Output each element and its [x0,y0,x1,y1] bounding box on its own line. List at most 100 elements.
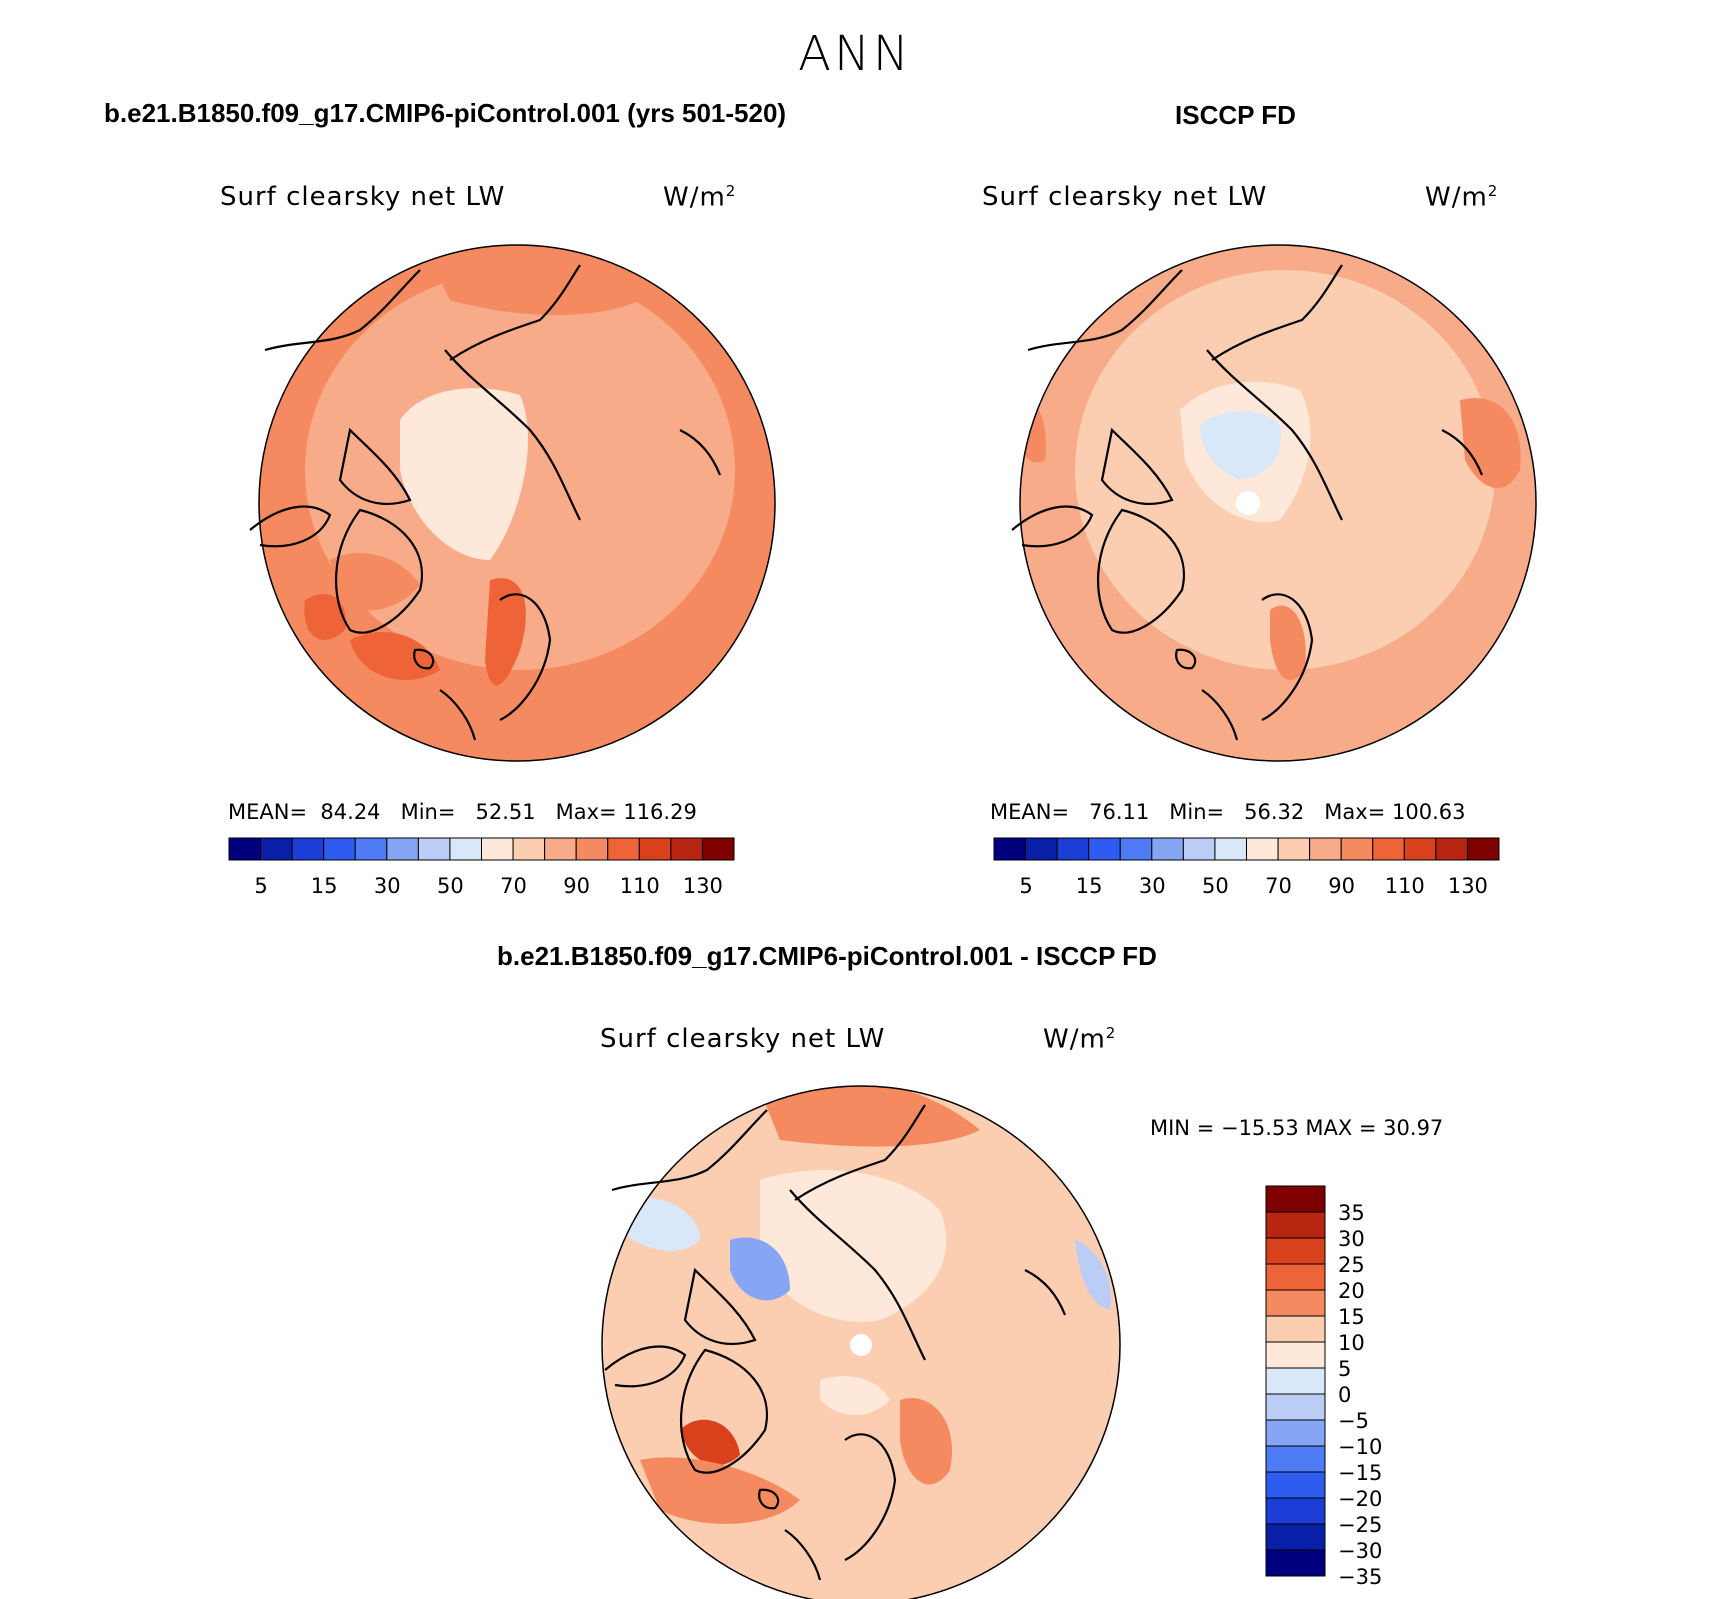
colorbar-swatch [323,837,356,861]
colorbar-tick-label: −5 [1338,1409,1369,1433]
colorbar-swatch [417,837,451,861]
panel-obs-stats: MEAN= 76.11 Min= 56.32 Max= 100.63 [990,800,1466,824]
coastlines-diff [604,1104,1067,1581]
colorbar-swatch [638,837,672,861]
colorbar-tick-label: 20 [1338,1279,1365,1303]
colorbar-swatch [512,837,546,861]
panel-diff-units: W/m2 [1043,1024,1117,1055]
colorbar-swatch [1025,837,1058,861]
colorbar-tick-label: 70 [1265,874,1292,898]
colorbar-tick-label: −35 [1338,1565,1382,1589]
colorbar-tick-label: 130 [683,874,723,898]
colorbar-swatch [1119,837,1153,861]
colorbar-swatch [1277,837,1311,861]
colorbar-swatch [607,837,640,861]
colorbar-swatch [481,837,514,861]
colorbar-tick-label: −30 [1338,1539,1382,1563]
colorbar-swatch [1265,1289,1326,1317]
colorbar-tick-label: −15 [1338,1461,1382,1485]
colorbar-swatch [1246,837,1279,861]
figure-title: ANN [798,26,912,82]
colorbar-tick-label: 110 [620,874,660,898]
colorbar-swatch [1265,1393,1326,1421]
colorbar-tick-label: 30 [1338,1227,1365,1251]
colorbar-swatch [1265,1471,1326,1499]
colorbar-swatch [1265,1263,1326,1291]
panel-obs-units: W/m2 [1425,182,1499,213]
colorbar-swatch [575,837,609,861]
colorbar-swatch [1182,837,1216,861]
colorbar-tick-label: 5 [1338,1357,1351,1381]
colorbar-tick-label: 90 [563,874,590,898]
colorbar-swatch [228,837,262,861]
colorbar-swatch [1056,837,1090,861]
colorbar-swatch [1372,837,1405,861]
map-obs [1020,245,1536,761]
panel-obs-title: ISCCP FD [1175,100,1296,130]
map-diff [602,1086,1120,1599]
colorbar-swatch [1403,837,1437,861]
colorbar-swatch [1265,1341,1326,1369]
colorbar-tick-label: 5 [1019,874,1032,898]
panel-model-stats: MEAN= 84.24 Min= 52.51 Max= 116.29 [228,800,697,824]
colorbar-tick-label: 110 [1385,874,1425,898]
panel-model-title: b.e21.B1850.f09_g17.CMIP6-piControl.001 … [104,98,787,128]
panel-model-units: W/m2 [663,182,737,213]
colorbar-swatch [701,837,735,861]
colorbar-tick-label: 35 [1338,1201,1365,1225]
colorbar-tick-label: 70 [500,874,527,898]
colorbar-swatch [1214,837,1247,861]
colorbar-tick-label: −25 [1338,1513,1382,1537]
colorbar-tick-label: 130 [1448,874,1488,898]
colorbar-swatch [354,837,388,861]
colorbar-swatch [1340,837,1374,861]
panel-diff-variable: Surf clearsky net LW [600,1024,886,1054]
colorbar-swatch [1265,1237,1326,1265]
colorbar-swatch [1265,1549,1326,1577]
panel-obs-variable: Surf clearsky net LW [982,182,1268,212]
colorbar-swatch [291,837,325,861]
colorbar-swatch [386,837,419,861]
colorbar-tick-label: 15 [1338,1305,1365,1329]
colorbar-tick-label: 25 [1338,1253,1365,1277]
colorbar-tick-label: 50 [1202,874,1229,898]
colorbar-obs: 5 15 30 50 70 90 110 130 [993,837,1500,898]
colorbar-swatch [1088,837,1121,861]
colorbar-swatch [449,837,482,861]
colorbar-swatch [1309,837,1342,861]
panel-diff-stats: MIN = −15.53 MAX = 30.97 [1150,1116,1444,1140]
panel-model-variable: Surf clearsky net LW [220,182,506,212]
colorbar-tick-label: −10 [1338,1435,1382,1459]
colorbar-swatch [1435,837,1468,861]
colorbar-swatch [670,837,703,861]
colorbar-tick-label: 30 [374,874,401,898]
colorbar-swatch [1151,837,1184,861]
colorbar-swatch [1265,1523,1326,1551]
map-model [259,245,775,761]
colorbar-tick-label: 15 [1076,874,1103,898]
colorbar-swatch [1265,1445,1326,1473]
colorbar-swatch [1265,1185,1326,1213]
colorbar-swatch [544,837,577,861]
colorbar-swatch [260,837,293,861]
colorbar-tick-label: −20 [1338,1487,1382,1511]
panel-diff-title: b.e21.B1850.f09_g17.CMIP6-piControl.001 … [497,941,1157,971]
colorbar-tick-label: 50 [437,874,464,898]
colorbar-tick-label: 30 [1139,874,1166,898]
colorbar-tick-label: 0 [1338,1383,1351,1407]
colorbar-swatch [1265,1497,1326,1525]
colorbar-swatch [1265,1315,1326,1343]
colorbar-swatch [1265,1367,1326,1395]
colorbar-tick-label: 15 [311,874,338,898]
colorbar-swatch [1265,1419,1326,1447]
coastlines-model [249,264,722,741]
colorbar-swatch [1265,1211,1326,1239]
colorbar-model: 5 15 30 50 70 90 110 130 [228,837,735,898]
colorbar-tick-label: 10 [1338,1331,1365,1355]
colorbar-tick-label: 5 [254,874,267,898]
colorbar-tick-label: 90 [1328,874,1355,898]
colorbar-swatch [993,837,1027,861]
coastlines-obs [1011,264,1484,741]
